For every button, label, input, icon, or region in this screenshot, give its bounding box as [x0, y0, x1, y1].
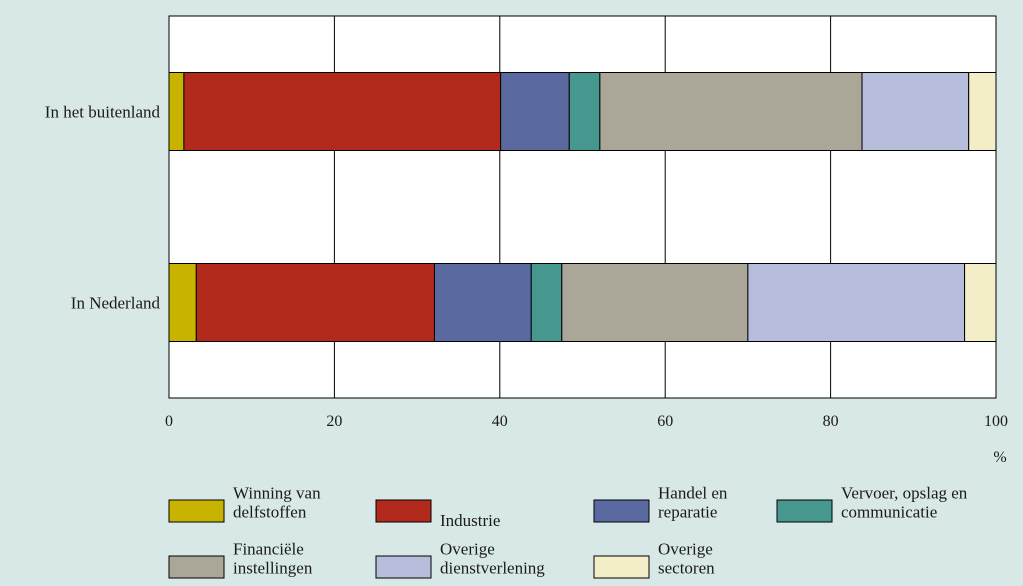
bar-segment	[500, 72, 570, 151]
legend-label: instellingen	[233, 559, 313, 578]
category-labels: In het buitenland In Nederland	[45, 103, 161, 313]
bars	[168, 72, 997, 342]
legend-label: reparatie	[658, 503, 717, 522]
bar-segment	[568, 72, 601, 151]
legend-label: sectoren	[658, 559, 715, 578]
legend-label: Overige	[440, 540, 495, 559]
category-label: In het buitenland	[45, 103, 161, 122]
bar-segment	[195, 263, 435, 342]
legend-swatch	[593, 555, 650, 579]
legend-swatch	[375, 555, 432, 579]
legend-swatch	[168, 555, 225, 579]
legend-label: dienstverlening	[440, 559, 545, 578]
bar-segment	[530, 263, 563, 342]
legend-swatch	[593, 499, 650, 523]
x-unit-label: %	[993, 449, 1006, 466]
bar-segment	[168, 263, 197, 342]
legend-item: Industrie	[375, 499, 500, 530]
legend-label: communicatie	[841, 503, 937, 522]
x-tick-label: 20	[326, 413, 342, 430]
bar-segment	[861, 72, 970, 151]
x-tick-label: 100	[984, 413, 1008, 430]
category-label: In Nederland	[71, 294, 161, 313]
bar-segment	[183, 72, 502, 151]
legend-swatch	[375, 499, 432, 523]
x-tick-label: 80	[823, 413, 839, 430]
legend-swatch	[168, 499, 225, 523]
bar-segment	[433, 263, 532, 342]
legend-label: Vervoer, opslag en	[841, 484, 968, 503]
legend-label: Industrie	[440, 511, 500, 530]
bar-segment	[964, 263, 997, 342]
legend-swatch	[776, 499, 833, 523]
x-tick-label: 60	[657, 413, 673, 430]
bar-segment	[747, 263, 966, 342]
x-tick-label: 40	[492, 413, 508, 430]
x-tick-labels: 0 20 40 60 80 100	[165, 413, 1008, 430]
bar-segment	[968, 72, 997, 151]
legend-label: Handel en	[658, 484, 728, 503]
bar-segment	[168, 72, 185, 151]
legend-label: delfstoffen	[233, 503, 307, 522]
legend-label: Financiële	[233, 540, 304, 559]
x-tick-label: 0	[165, 413, 173, 430]
bar-segment	[599, 72, 863, 151]
legend-label: Winning van	[233, 484, 321, 503]
legend-label: Overige	[658, 540, 713, 559]
bar-segment	[561, 263, 749, 342]
